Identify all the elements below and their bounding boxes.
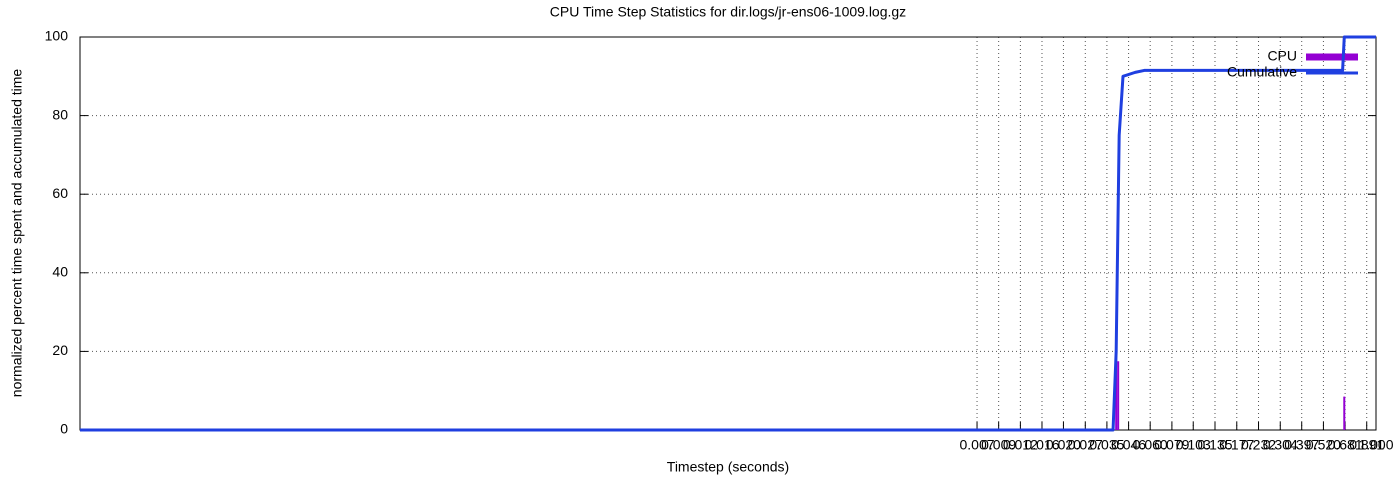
x-tick-label: 0.016 — [1024, 437, 1059, 453]
x-tick-label: 0.009 — [981, 437, 1016, 453]
y-tick-label: 100 — [45, 28, 69, 44]
y-tick-label: 20 — [52, 342, 68, 358]
plot-border — [79, 36, 1377, 431]
y-tick-label: 80 — [52, 106, 68, 122]
legend-label: CPU — [1267, 48, 1297, 64]
x-tick-label: 0.177 — [1219, 437, 1254, 453]
x-tick-label: 0.103 — [1176, 437, 1211, 453]
x-tick-label: 0.020 — [1046, 437, 1081, 453]
x-tick-label: 0.079 — [1154, 437, 1189, 453]
x-tick-label: 0.012 — [1003, 437, 1038, 453]
x-tick-label: 0.397 — [1284, 437, 1319, 453]
y-axis-label: normalized percent time spent and accumu… — [9, 69, 25, 398]
x-tick-label: 0.135 — [1197, 437, 1232, 453]
y-tick-label: 40 — [52, 264, 68, 280]
y-tick-label: 0 — [60, 421, 68, 437]
x-tick-label: 0.046 — [1111, 437, 1146, 453]
legend-label: Cumulative — [1227, 64, 1297, 80]
x-tick-label: 0.060 — [1133, 437, 1168, 453]
x-tick-label: 0.681 — [1328, 437, 1363, 453]
y-tick-label: 60 — [52, 185, 68, 201]
x-tick-label: 0.232 — [1241, 437, 1276, 453]
chart-title: CPU Time Step Statistics for dir.logs/jr… — [550, 4, 906, 20]
x-tick-label: 0.891 — [1349, 437, 1384, 453]
cumulative-line — [80, 35, 1376, 432]
x-tick-label: 1.000 — [1358, 437, 1393, 453]
x-axis-label: Timestep (seconds) — [667, 459, 789, 475]
x-tick-label: 0.027 — [1068, 437, 1103, 453]
x-tick-label: 0.007 — [960, 437, 995, 453]
x-tick-label: 0.304 — [1263, 437, 1298, 453]
x-tick-label: 0.520 — [1306, 437, 1341, 453]
x-tick-label: 0.035 — [1089, 437, 1124, 453]
